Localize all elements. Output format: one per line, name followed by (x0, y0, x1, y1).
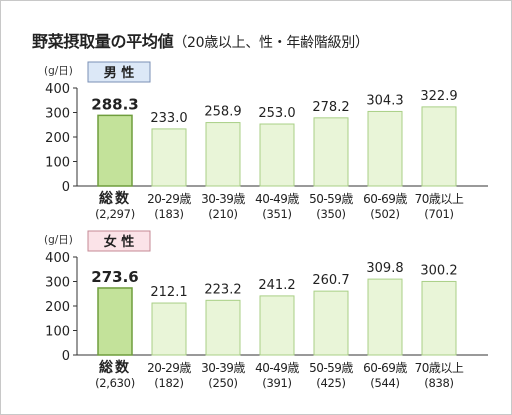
y-unit-label: (g/日) (44, 65, 73, 77)
x-tick-label-female-2: 30-39歳 (201, 361, 245, 375)
data-label-female-2: 223.2 (204, 282, 241, 297)
x-tick-label-male-3: 40-49歳 (255, 192, 299, 206)
bar-male-5 (367, 110, 403, 187)
data-label-male-1: 233.0 (150, 111, 187, 126)
sample-size-label-male-2: (210) (208, 207, 237, 221)
y-tick-label: 200 (45, 300, 70, 315)
sample-size-label-male-5: (502) (370, 207, 399, 221)
y-tick-label: 200 (45, 131, 70, 146)
data-label-male-0: 288.3 (91, 95, 138, 113)
x-tick-label-male-0: 総数 (99, 190, 131, 207)
bar-female-1 (151, 302, 187, 356)
y-tick-label: 0 (62, 349, 70, 364)
x-tick-label-female-6: 70歳以上 (415, 361, 464, 375)
x-tick-label-male-4: 50-59歳 (309, 192, 353, 206)
female-group-label: 女 性 (104, 234, 135, 250)
data-label-female-6: 300.2 (420, 263, 457, 278)
y-tick-label: 400 (45, 82, 70, 97)
x-tick-label-male-2: 30-39歳 (201, 192, 245, 206)
x-tick-label-female-3: 40-49歳 (255, 361, 299, 375)
sample-size-label-female-3: (391) (262, 376, 291, 390)
data-label-female-3: 241.2 (258, 278, 295, 293)
x-tick-label-female-0: 総数 (99, 359, 131, 376)
sample-size-label-male-1: (183) (154, 207, 183, 221)
sample-size-label-male-3: (351) (262, 207, 291, 221)
x-tick-label-male-6: 70歳以上 (415, 192, 464, 206)
data-label-female-5: 309.8 (366, 261, 403, 276)
sample-size-label-female-4: (425) (316, 376, 345, 390)
bar-female-5 (367, 278, 403, 356)
bar-female-3 (259, 295, 295, 356)
bar-male-4 (313, 117, 349, 187)
data-label-female-0: 273.6 (91, 268, 138, 286)
x-tick-label-female-1: 20-29歳 (147, 361, 191, 375)
y-tick-label: 0 (62, 180, 70, 195)
chart-title-main: 野菜摂取量の平均値 (32, 32, 174, 51)
chart-title-subtitle: （20歳以上、性・年齢階級別） (173, 35, 369, 51)
sample-size-label-female-2: (250) (208, 376, 237, 390)
bar-female-6 (421, 280, 457, 356)
data-label-female-4: 260.7 (312, 273, 349, 288)
bar-male-2 (205, 122, 241, 187)
sample-size-label-female-1: (182) (154, 376, 183, 390)
sample-size-label-female-6: (838) (424, 376, 453, 390)
male-chart-panel: (g/日) 男 性 0 100 200 300 400 288.3 総数(2,297) 233.0… (44, 61, 488, 221)
sample-size-label-female-0: (2,630) (95, 376, 135, 390)
data-label-male-3: 253.0 (258, 106, 295, 121)
x-tick-label-male-5: 60-69歳 (363, 192, 407, 206)
sample-size-label-male-0: (2,297) (95, 207, 135, 221)
data-label-male-2: 258.9 (204, 105, 241, 120)
y-tick-label: 400 (45, 251, 70, 266)
y-tick-label: 300 (45, 107, 70, 122)
y-tick-label: 100 (45, 156, 70, 171)
data-label-male-4: 278.2 (312, 100, 349, 115)
y-unit-label: (g/日) (44, 234, 73, 246)
bar-female-2 (205, 299, 241, 356)
x-tick-label-female-5: 60-69歳 (363, 361, 407, 375)
sample-size-label-female-5: (544) (370, 376, 399, 390)
chart-title: 野菜摂取量の平均値（20歳以上、性・年齢階級別） (32, 28, 369, 52)
male-group-label: 男 性 (104, 65, 135, 81)
x-tick-label-female-4: 50-59歳 (309, 361, 353, 375)
y-tick-label: 100 (45, 325, 70, 340)
bar-male-6 (421, 106, 457, 187)
data-label-male-5: 304.3 (366, 93, 403, 108)
data-label-female-1: 212.1 (150, 285, 187, 300)
x-tick-label-male-1: 20-29歳 (147, 192, 191, 206)
female-group-badge (87, 230, 151, 252)
sample-size-label-male-4: (350) (316, 207, 345, 221)
data-label-male-6: 322.9 (420, 89, 457, 104)
bar-male-0 (97, 114, 133, 187)
y-tick-label: 300 (45, 276, 70, 291)
male-group-badge (87, 61, 151, 83)
bar-male-3 (259, 123, 295, 187)
female-chart-panel: (g/日) 女 性 0 100 200 300 400 273.6 総数(2,630) 212.1… (44, 230, 488, 390)
bar-female-4 (313, 290, 349, 356)
bar-male-1 (151, 128, 187, 187)
sample-size-label-male-6: (701) (424, 207, 453, 221)
bar-female-0 (97, 287, 133, 356)
